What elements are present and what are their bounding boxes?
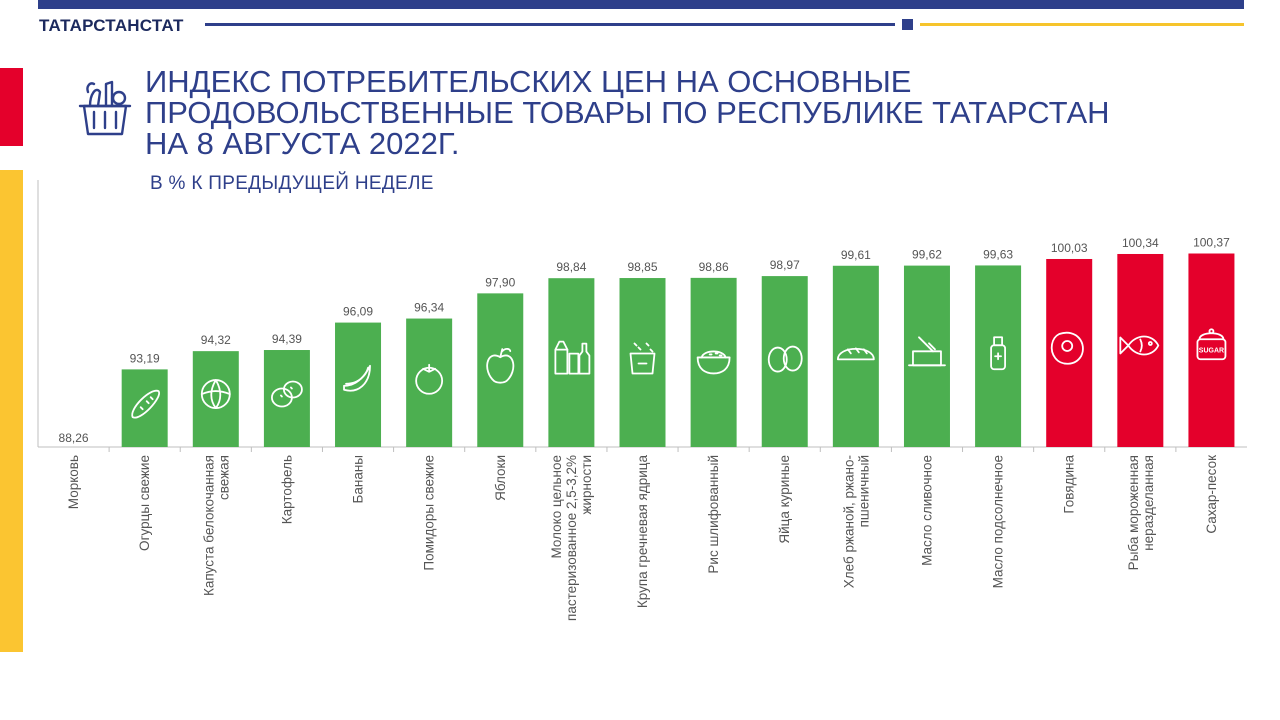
bar-5 <box>335 322 382 447</box>
value-label-5: 96,09 <box>343 305 373 319</box>
value-label-16: 100,34 <box>1122 236 1159 250</box>
grocery-basket-icon <box>78 80 132 136</box>
header-rule-blue <box>205 23 895 26</box>
category-label-8: Молоко цельное пастеризованное 2,5-3,2% жи… <box>548 455 594 621</box>
value-label-10: 98,86 <box>699 260 729 274</box>
value-label-11: 98,97 <box>770 258 800 272</box>
steak-icon <box>1050 331 1084 365</box>
value-label-12: 99,61 <box>841 248 871 262</box>
tomato-icon <box>415 363 444 395</box>
category-label-14: Масло подсолнечное <box>990 455 1006 589</box>
sugar-icon: SUGAR <box>1196 328 1227 361</box>
category-label-15: Говядина <box>1061 455 1077 514</box>
potato-icon <box>271 380 303 408</box>
cucumber-icon <box>131 389 160 419</box>
banana-icon <box>343 364 371 392</box>
value-label-9: 98,85 <box>627 260 657 274</box>
value-label-6: 96,34 <box>414 301 444 315</box>
category-label-3: Капуста белокочанная свежая <box>200 455 231 597</box>
category-label-7: Яблоки <box>492 455 508 501</box>
category-label-13: Масло сливочное <box>919 455 935 566</box>
category-label-12: Хлеб ржаной, ржано-пшеничный <box>840 455 871 589</box>
rice-icon <box>696 350 731 375</box>
value-label-8: 98,84 <box>556 260 586 274</box>
butter-icon <box>908 336 946 367</box>
fish-icon <box>1119 335 1160 356</box>
header-rule-square <box>902 19 913 30</box>
bar-4 <box>263 350 310 447</box>
top-bar <box>38 0 1244 9</box>
value-label-7: 97,90 <box>485 275 515 289</box>
category-label-9: Крупа гречневая ядрица <box>635 455 650 609</box>
value-label-3: 94,32 <box>201 333 231 347</box>
carrot-icon <box>62 462 99 502</box>
value-label-1: 88,26 <box>59 431 89 445</box>
category-label-5: Бананы <box>350 455 366 504</box>
category-label-2: Огурцы свежие <box>137 455 153 551</box>
value-label-13: 99,62 <box>912 248 942 262</box>
value-label-15: 100,03 <box>1051 241 1088 255</box>
category-label-16: Рыба мороженная неразделанная <box>1125 455 1156 571</box>
value-label-4: 94,39 <box>272 332 302 346</box>
brand-name: ТАТАРСТАНСТАТ <box>39 16 184 35</box>
bar-15 <box>1046 258 1093 447</box>
bar-17 <box>1188 253 1235 447</box>
category-label-17: Сахар-песок <box>1203 455 1219 534</box>
bar-3 <box>192 351 239 447</box>
chart-title: ИНДЕКС ПОТРЕБИТЕЛЬСКИХ ЦЕН НА ОСНОВНЫЕ П… <box>145 64 1110 161</box>
side-accent-yellow <box>0 170 23 652</box>
eggs-icon <box>767 345 803 373</box>
side-accent-red <box>0 68 23 146</box>
milk-icon <box>554 340 591 375</box>
value-label-17: 100,37 <box>1193 236 1230 250</box>
apple-icon <box>486 347 515 384</box>
oil-bottle-icon <box>990 336 1006 371</box>
chart-subtitle: В % К ПРЕДЫДУЩЕЙ НЕДЕЛЕ <box>150 173 434 194</box>
svg-text:SUGAR: SUGAR <box>1199 347 1224 354</box>
category-label-6: Помидоры свежие <box>421 455 437 571</box>
header-rule-yellow <box>920 23 1244 26</box>
bread-icon <box>836 347 875 361</box>
buckwheat-icon <box>629 342 656 375</box>
category-label-11: Яйца куриные <box>777 455 793 544</box>
category-label-1: Морковь <box>66 455 82 510</box>
bar-9 <box>619 278 666 447</box>
bar-13 <box>903 265 950 447</box>
bar-6 <box>406 318 453 447</box>
value-label-2: 93,19 <box>130 351 160 365</box>
cabbage-icon <box>200 379 231 409</box>
category-label-10: Рис шлифованный <box>706 455 722 574</box>
bar-7 <box>477 293 524 447</box>
bar-12 <box>832 265 879 447</box>
bar-2 <box>121 369 168 447</box>
category-label-4: Картофель <box>279 455 295 525</box>
value-label-14: 99,63 <box>983 247 1013 261</box>
